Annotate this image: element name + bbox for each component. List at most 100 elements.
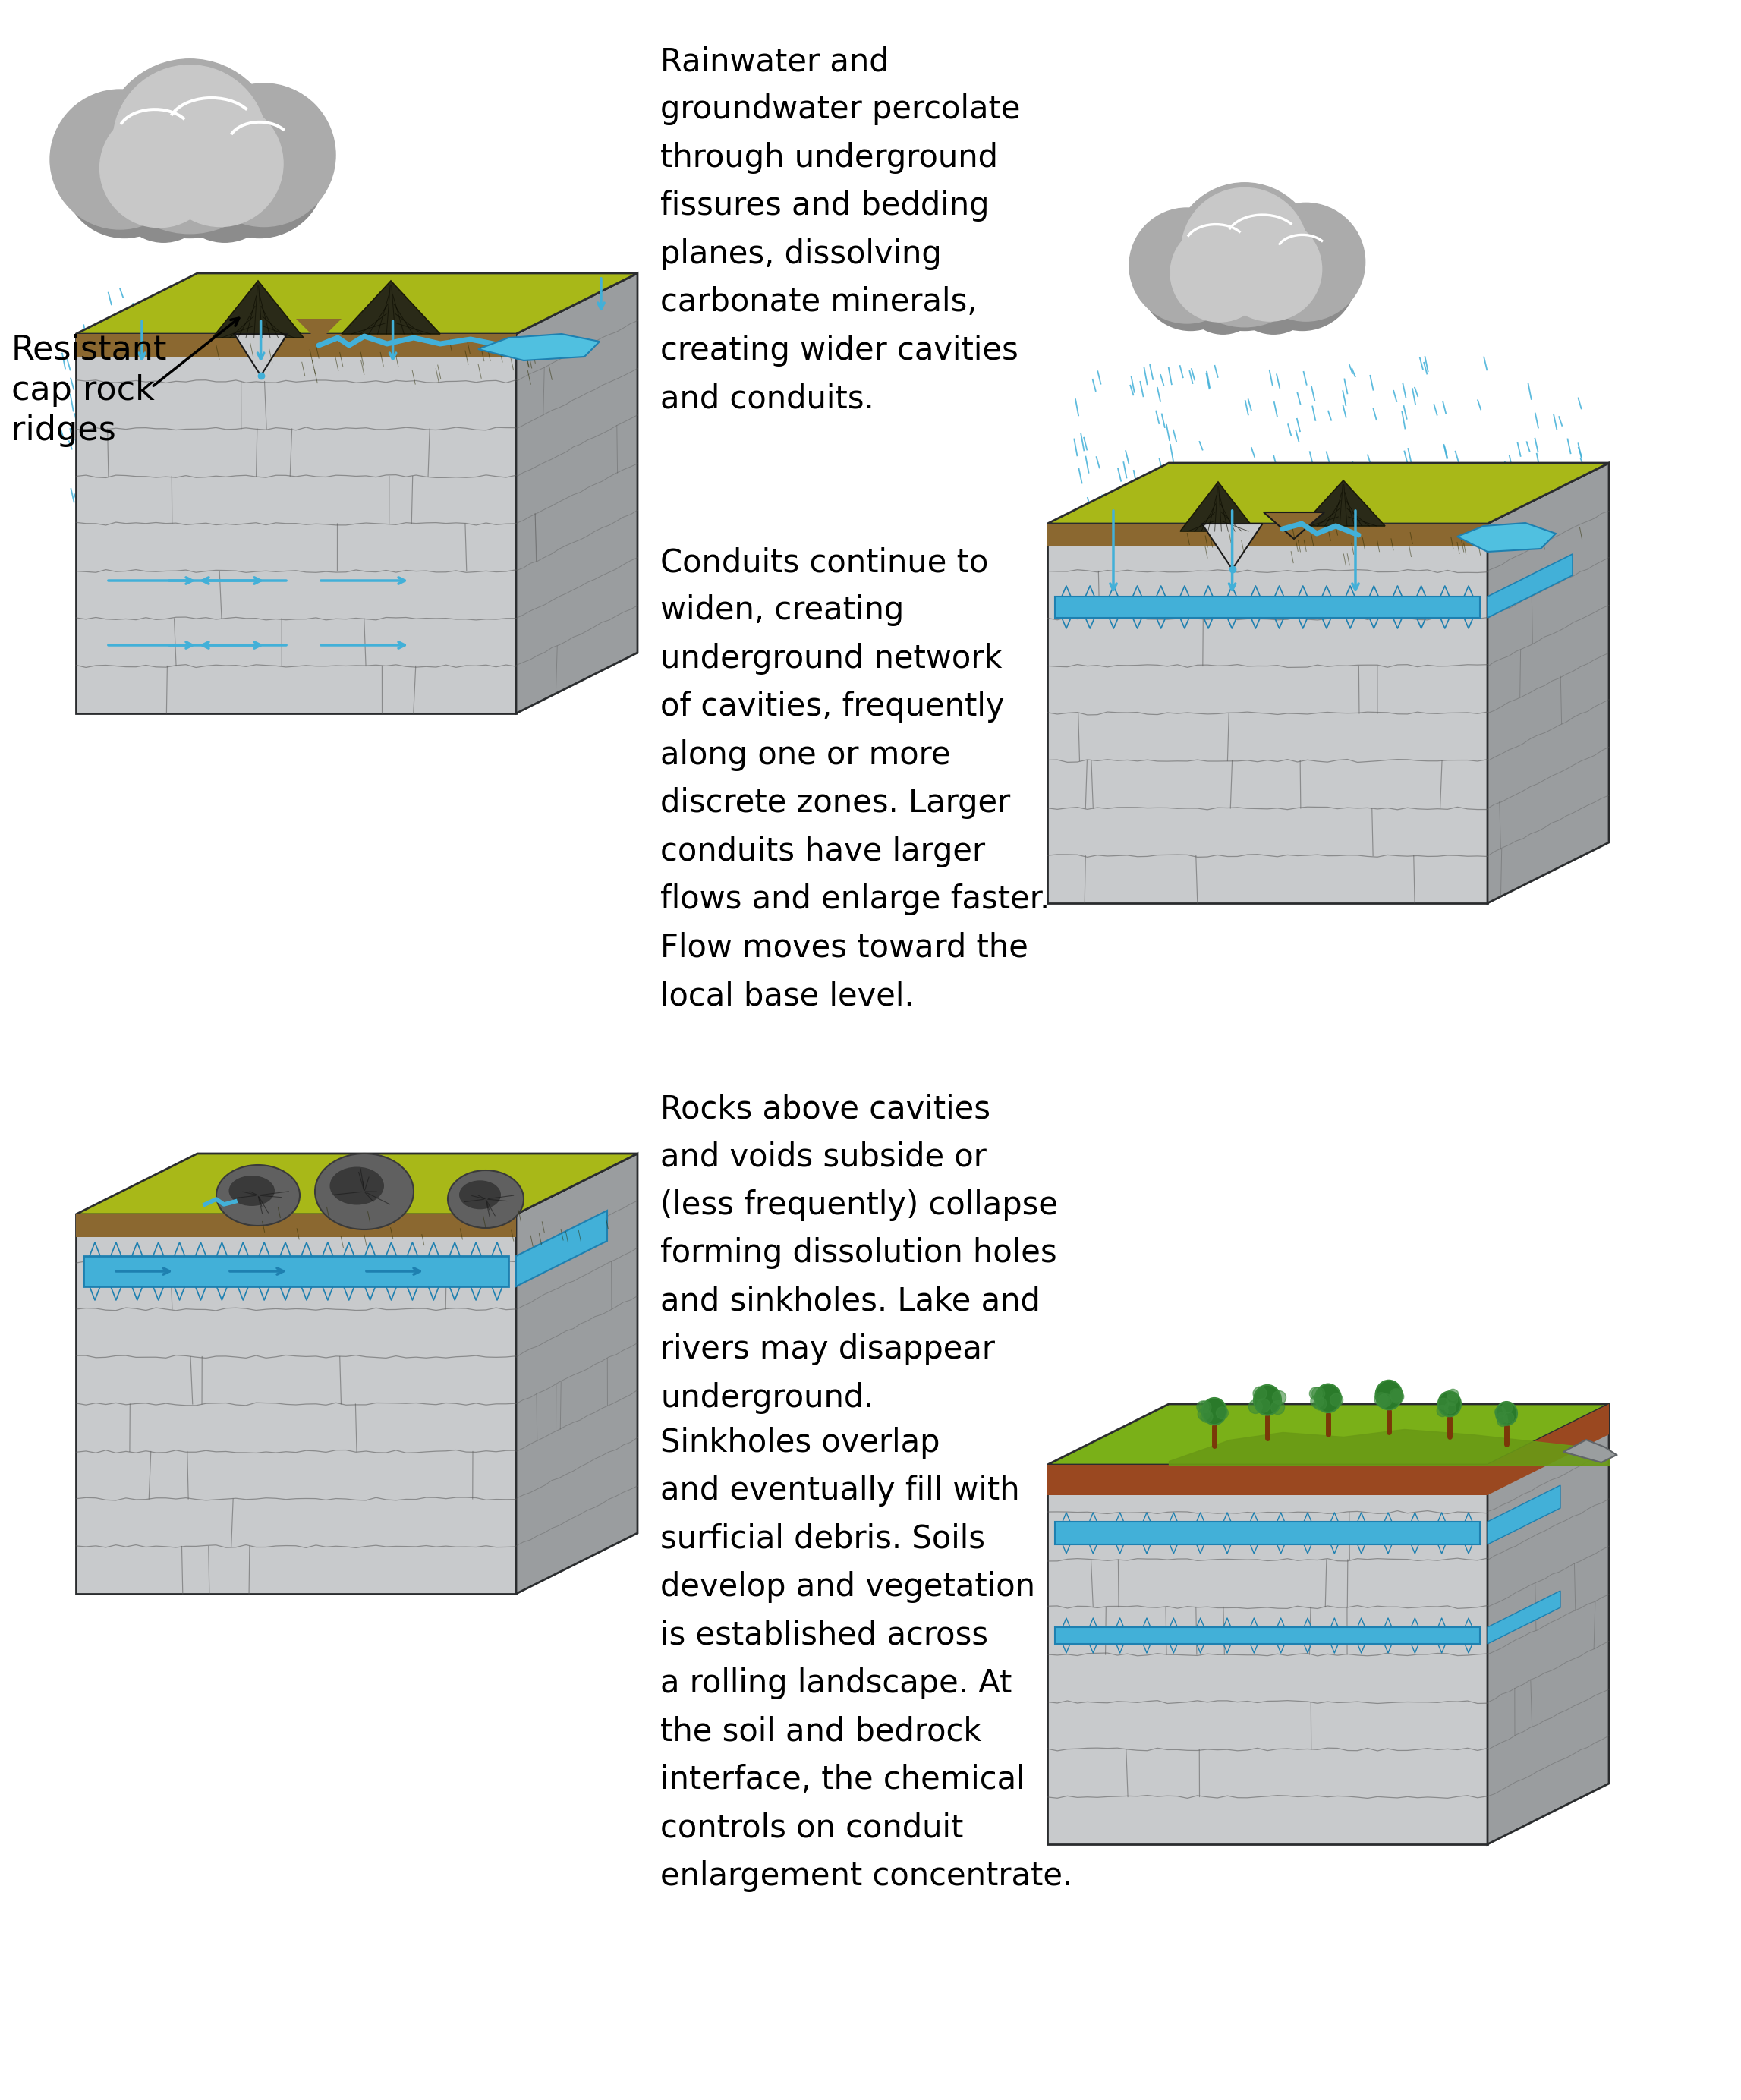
Circle shape xyxy=(1311,1394,1323,1407)
Circle shape xyxy=(1496,1407,1506,1418)
Polygon shape xyxy=(235,334,287,376)
Ellipse shape xyxy=(228,1176,275,1205)
Circle shape xyxy=(1217,1407,1229,1420)
Text: Conduits continue to
widen, creating
underground network
of cavities, frequently: Conduits continue to widen, creating und… xyxy=(660,546,1050,1012)
Circle shape xyxy=(1201,1411,1213,1422)
Circle shape xyxy=(1219,216,1321,321)
Circle shape xyxy=(1379,1394,1393,1407)
Circle shape xyxy=(1313,1388,1325,1401)
Circle shape xyxy=(1257,1399,1271,1413)
Polygon shape xyxy=(1302,481,1386,525)
Text: Rainwater and
groundwater percolate
through underground
fissures and bedding
pla: Rainwater and groundwater percolate thro… xyxy=(660,46,1020,414)
Circle shape xyxy=(1172,183,1316,328)
Polygon shape xyxy=(1055,596,1480,617)
Ellipse shape xyxy=(460,1180,501,1210)
Polygon shape xyxy=(1201,523,1262,569)
Ellipse shape xyxy=(1375,1380,1402,1409)
Polygon shape xyxy=(1487,1405,1609,1495)
Circle shape xyxy=(1497,1411,1508,1424)
Polygon shape xyxy=(515,273,637,714)
Polygon shape xyxy=(1055,1522,1480,1544)
Circle shape xyxy=(1377,1394,1389,1407)
Polygon shape xyxy=(1487,1590,1560,1644)
Circle shape xyxy=(1140,229,1241,330)
Circle shape xyxy=(1231,248,1316,334)
Circle shape xyxy=(1389,1388,1403,1403)
Circle shape xyxy=(1309,1388,1323,1401)
Circle shape xyxy=(172,139,277,242)
Circle shape xyxy=(1184,254,1262,334)
Circle shape xyxy=(111,80,268,237)
Ellipse shape xyxy=(1201,1399,1226,1424)
Circle shape xyxy=(157,101,284,227)
Ellipse shape xyxy=(1314,1384,1341,1413)
Polygon shape xyxy=(1048,1405,1609,1466)
Circle shape xyxy=(1502,1403,1513,1413)
Polygon shape xyxy=(341,281,440,334)
Circle shape xyxy=(63,116,185,237)
Ellipse shape xyxy=(216,1166,299,1226)
Polygon shape xyxy=(212,281,303,338)
Ellipse shape xyxy=(1254,1386,1281,1415)
Circle shape xyxy=(103,59,277,233)
Circle shape xyxy=(1248,1401,1262,1413)
Polygon shape xyxy=(515,1153,637,1594)
Circle shape xyxy=(1330,1394,1342,1407)
Circle shape xyxy=(1374,1392,1388,1405)
Polygon shape xyxy=(1048,1466,1487,1495)
Circle shape xyxy=(1130,208,1245,323)
Polygon shape xyxy=(1487,1485,1560,1544)
Circle shape xyxy=(1180,202,1309,330)
Polygon shape xyxy=(296,319,341,342)
Polygon shape xyxy=(77,334,515,357)
Circle shape xyxy=(1445,1403,1455,1413)
Polygon shape xyxy=(1563,1441,1617,1462)
Circle shape xyxy=(99,109,219,227)
Circle shape xyxy=(1447,1394,1457,1405)
Ellipse shape xyxy=(329,1168,385,1205)
Circle shape xyxy=(1391,1390,1403,1403)
Polygon shape xyxy=(1457,523,1556,552)
Circle shape xyxy=(1170,225,1269,321)
Polygon shape xyxy=(77,334,515,714)
Circle shape xyxy=(1271,1401,1285,1415)
Circle shape xyxy=(1502,1413,1515,1424)
Circle shape xyxy=(1248,223,1356,330)
Circle shape xyxy=(1247,204,1365,321)
Polygon shape xyxy=(1048,1466,1487,1844)
Polygon shape xyxy=(1487,1405,1609,1844)
Polygon shape xyxy=(1264,512,1325,540)
Polygon shape xyxy=(84,1256,508,1287)
Ellipse shape xyxy=(315,1153,414,1228)
Circle shape xyxy=(113,65,266,218)
Circle shape xyxy=(1497,1415,1508,1426)
Circle shape xyxy=(1314,1396,1327,1409)
Polygon shape xyxy=(77,1153,637,1214)
Polygon shape xyxy=(1487,554,1572,617)
Polygon shape xyxy=(1048,523,1487,546)
Circle shape xyxy=(1196,1401,1208,1413)
Text: Rocks above cavities
and voids subside or
(less frequently) collapse
forming dis: Rocks above cavities and voids subside o… xyxy=(660,1092,1059,1413)
Polygon shape xyxy=(77,273,637,334)
Circle shape xyxy=(1447,1390,1459,1401)
Ellipse shape xyxy=(1496,1403,1516,1426)
Polygon shape xyxy=(479,334,599,361)
Ellipse shape xyxy=(1438,1392,1461,1415)
Polygon shape xyxy=(1487,462,1609,903)
Polygon shape xyxy=(1180,481,1255,531)
Circle shape xyxy=(1180,187,1307,315)
Polygon shape xyxy=(1048,462,1609,523)
Text: Sinkholes overlap
and eventually fill with
surficial debris. Soils
develop and v: Sinkholes overlap and eventually fill wi… xyxy=(660,1426,1072,1892)
Circle shape xyxy=(1198,1409,1210,1420)
Circle shape xyxy=(193,107,326,237)
Circle shape xyxy=(1200,1401,1212,1413)
Circle shape xyxy=(50,90,190,229)
Circle shape xyxy=(192,84,336,227)
Polygon shape xyxy=(1055,1628,1480,1644)
Polygon shape xyxy=(1048,523,1487,903)
Text: Resistant
cap rock
ridges: Resistant cap rock ridges xyxy=(12,334,167,447)
Circle shape xyxy=(1273,1390,1287,1405)
Polygon shape xyxy=(77,1214,515,1237)
Polygon shape xyxy=(515,1210,608,1287)
Circle shape xyxy=(1254,1386,1267,1401)
